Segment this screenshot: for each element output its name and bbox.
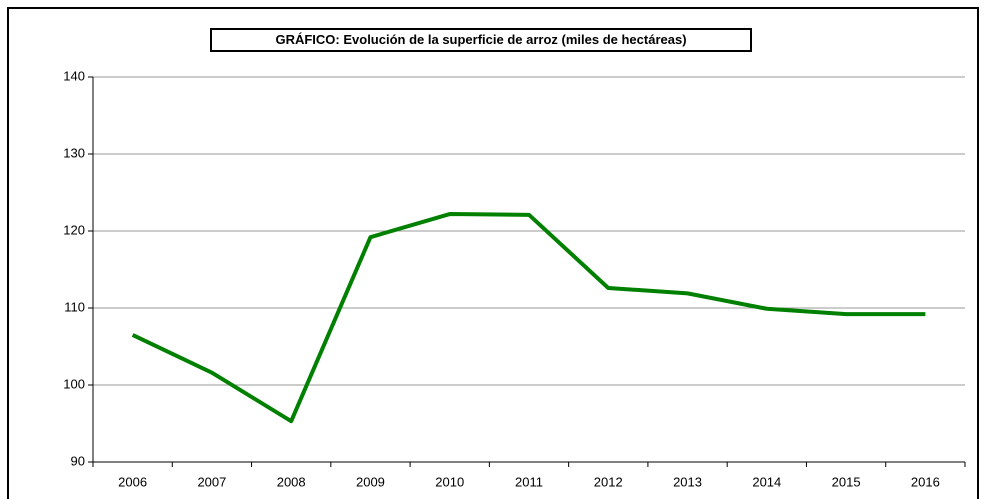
line-series bbox=[131, 212, 926, 424]
x-tick-label: 2011 bbox=[515, 474, 543, 489]
x-tick-label: 2016 bbox=[911, 474, 940, 489]
y-tick-label: 130 bbox=[63, 145, 85, 160]
x-tick-label: 2007 bbox=[197, 474, 226, 489]
x-tick-label: 2012 bbox=[594, 474, 623, 489]
y-tick-label: 140 bbox=[63, 68, 85, 83]
x-tick-label: 2015 bbox=[832, 474, 861, 489]
x-tick-label: 2009 bbox=[356, 474, 385, 489]
chart-title: GRÁFICO: Evolución de la superficie de a… bbox=[275, 32, 686, 47]
y-tick-label: 100 bbox=[63, 376, 85, 391]
y-tick-label: 90 bbox=[71, 453, 85, 468]
x-tick-label: 2014 bbox=[752, 474, 781, 489]
chart-border bbox=[7, 7, 979, 499]
x-tick-label: 2006 bbox=[118, 474, 147, 489]
x-tick-label: 2013 bbox=[673, 474, 702, 489]
y-tick-label: 110 bbox=[64, 299, 85, 314]
title-box bbox=[210, 28, 752, 52]
x-tick-label: 2010 bbox=[435, 474, 464, 489]
x-tick-label: 2008 bbox=[277, 474, 306, 489]
y-tick-label: 120 bbox=[63, 222, 85, 237]
